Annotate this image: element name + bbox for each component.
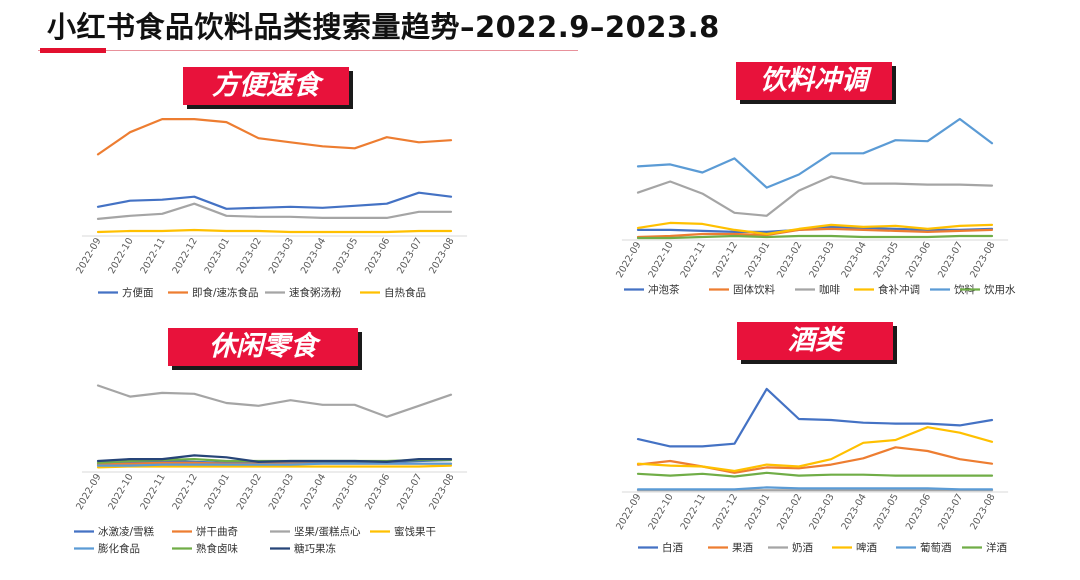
x-tick-label: 2023-02: [235, 472, 264, 512]
x-tick-label: 2023-05: [331, 236, 360, 276]
panel-title-alcohol: 酒类: [737, 322, 893, 360]
x-tick-label: 2022-09: [74, 236, 103, 276]
x-tick-label: 2022-10: [646, 492, 675, 532]
legend-label: 膨化食品: [98, 542, 140, 555]
x-tick-label: 2022-11: [138, 236, 167, 276]
legend-label: 白酒: [662, 541, 683, 554]
x-tick-label: 2023-04: [839, 492, 868, 532]
legend-label: 洋酒: [986, 541, 1007, 554]
legend-label: 葡萄酒: [920, 541, 952, 554]
legend-label: 自热食品: [384, 286, 426, 299]
x-tick-label: 2022-12: [711, 492, 740, 532]
series-line: [636, 234, 994, 240]
series-line: [636, 486, 994, 491]
x-tick-label: 2022-12: [711, 240, 740, 280]
x-tick-label: 2022-09: [614, 240, 643, 280]
panel-title-instant-food: 方便速食: [183, 67, 349, 105]
x-tick-label: 2023-08: [427, 472, 456, 512]
x-tick-label: 2022-10: [106, 236, 135, 276]
x-tick-label: 2023-07: [395, 236, 424, 276]
series-line: [636, 175, 994, 217]
chart-instant-food: 2022-09 2022-10 2022-11 2022-12 2023-01 2023-…: [74, 118, 468, 299]
x-tick-label: 2023-07: [936, 492, 965, 532]
x-tick-label: 2023-01: [203, 472, 232, 512]
series-line: [96, 464, 453, 469]
series-line: [96, 384, 453, 418]
x-tick-label: 2023-01: [743, 492, 772, 532]
x-tick-label: 2023-04: [299, 472, 328, 512]
legend-label: 蜜饯果干: [394, 525, 436, 538]
x-tick-label: 2022-12: [170, 472, 199, 512]
series-line: [96, 454, 453, 464]
series-line: [636, 471, 994, 478]
x-tick-label: 2023-08: [427, 236, 456, 276]
title-underline: [38, 50, 578, 51]
series-line: [636, 117, 994, 189]
x-tick-label: 2023-05: [872, 492, 901, 532]
x-tick-label: 2023-02: [775, 240, 804, 280]
legend-label: 咖啡: [819, 284, 840, 296]
series-line: [636, 387, 994, 448]
chart-snacks: 2022-09 2022-10 2022-11 2022-12 2023-01 2023-…: [74, 384, 468, 555]
chart-beverages: 2022-09 2022-10 2022-11 2022-12 2023-01 2023-…: [614, 117, 1016, 296]
x-tick-label: 2022-10: [106, 472, 135, 512]
x-tick-label: 2023-03: [807, 492, 836, 532]
x-tick-label: 2023-07: [395, 472, 424, 512]
legend-label: 食补冲调: [878, 283, 920, 296]
x-tick-label: 2023-03: [267, 472, 296, 512]
x-tick-label: 2023-06: [363, 236, 392, 276]
x-tick-label: 2023-03: [807, 240, 836, 280]
legend-label: 方便面: [122, 286, 154, 299]
x-tick-label: 2022-12: [170, 236, 199, 276]
panel-title-beverages: 饮料冲调: [736, 62, 892, 100]
x-tick-label: 2023-07: [936, 240, 965, 280]
x-tick-label: 2023-06: [363, 472, 392, 512]
series-line: [96, 462, 453, 467]
x-tick-label: 2023-01: [743, 240, 772, 280]
legend-label: 熟食卤味: [196, 542, 238, 555]
legend-label: 饮用水: [984, 283, 1016, 296]
series-line: [636, 221, 994, 236]
x-tick-label: 2022-11: [138, 472, 167, 512]
x-tick-label: 2023-02: [235, 236, 264, 276]
series-line: [636, 426, 994, 473]
legend-label: 果酒: [732, 541, 753, 554]
x-tick-label: 2022-11: [679, 492, 708, 532]
x-tick-label: 2023-06: [904, 240, 933, 280]
page-title: 小红书食品饮料品类搜索量趋势–2022.9–2023.8: [47, 10, 720, 44]
legend-label: 固体饮料: [733, 283, 775, 296]
legend-label: 速食粥汤粉: [289, 286, 342, 299]
x-tick-label: 2022-11: [679, 240, 708, 280]
x-tick-label: 2022-09: [74, 472, 103, 512]
x-tick-label: 2023-08: [968, 492, 997, 532]
legend-label: 即食/速冻食品: [192, 286, 259, 299]
panel-title-snacks: 休闲零食: [168, 328, 358, 366]
x-tick-label: 2023-01: [203, 236, 232, 276]
legend-label: 冰激凌/雪糕: [98, 525, 155, 538]
series-line: [96, 228, 453, 234]
legend-label: 奶酒: [792, 541, 813, 554]
legend-label: 糖巧果冻: [294, 542, 336, 555]
legend-label: 啤酒: [856, 541, 877, 554]
series-line: [96, 118, 453, 156]
title-accent-bar: [40, 48, 106, 53]
x-tick-label: 2023-05: [331, 472, 360, 512]
series-line: [636, 446, 994, 474]
x-tick-label: 2023-06: [904, 492, 933, 532]
x-tick-label: 2023-04: [299, 236, 328, 276]
legend-label: 坚果/蛋糕点心: [294, 525, 361, 538]
x-tick-label: 2023-03: [267, 236, 296, 276]
series-line: [636, 227, 994, 239]
x-tick-label: 2022-09: [614, 492, 643, 532]
legend-label: 冲泡茶: [648, 283, 680, 296]
series-line: [96, 202, 453, 221]
x-tick-label: 2022-10: [646, 240, 675, 280]
series-line: [96, 191, 453, 210]
x-tick-label: 2023-04: [839, 240, 868, 280]
legend-label: 饼干曲奇: [196, 525, 238, 538]
x-tick-label: 2023-08: [968, 240, 997, 280]
x-tick-label: 2023-02: [775, 492, 804, 532]
chart-alcohol: 2022-09 2022-10 2022-11 2022-12 2023-01 2023-…: [614, 387, 1009, 554]
x-tick-label: 2023-05: [872, 240, 901, 280]
